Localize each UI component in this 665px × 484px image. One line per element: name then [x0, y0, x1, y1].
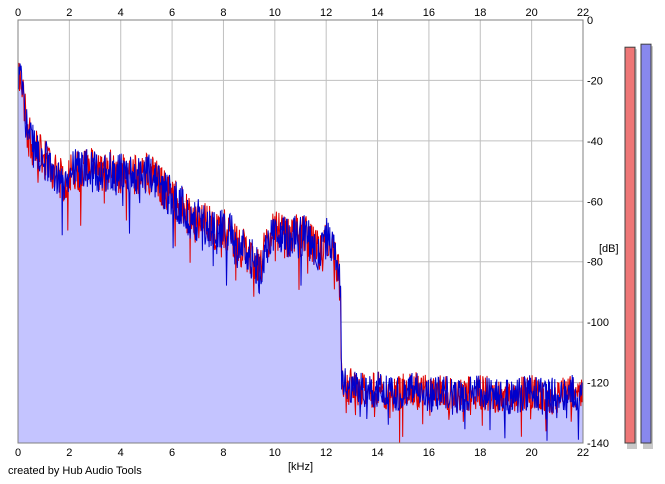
x-tick-label-bottom: 10: [269, 447, 281, 459]
level-meter-bar: [640, 43, 652, 444]
y-tick-label: -20: [587, 75, 603, 87]
x-tick-label-top: 12: [320, 7, 332, 19]
y-tick-label: -40: [587, 136, 603, 148]
x-tick-label-bottom: 14: [371, 447, 383, 459]
plot-frame: [17, 19, 584, 444]
credit-text: created by Hub Audio Tools: [8, 465, 142, 477]
spectrum-line-right: [17, 63, 584, 441]
x-tick-label-bottom: 16: [423, 447, 435, 459]
x-tick-label-bottom: 22: [577, 447, 589, 459]
y-tick-labels: 0 -20 -40 -60 -80 -100 -120 -140: [587, 15, 609, 450]
x-tick-label-bottom: 8: [220, 447, 226, 459]
x-tick-label-top: 10: [269, 7, 281, 19]
y-tick-label: -140: [587, 438, 609, 450]
x-tick-label-top: 18: [474, 7, 486, 19]
x-tick-label-bottom: 6: [169, 447, 175, 459]
x-tick-label-bottom: 12: [320, 447, 332, 459]
x-tick-label-bottom: 2: [66, 447, 72, 459]
x-tick-label-top: 4: [118, 7, 124, 19]
level-meters: [624, 43, 653, 450]
x-tick-label-top: 20: [526, 7, 538, 19]
x-axis-label: [kHz]: [288, 461, 313, 473]
y-tick-label: -60: [587, 196, 603, 208]
y-tick-label: 0: [587, 15, 593, 27]
x-tick-label-top: 0: [15, 7, 21, 19]
x-tick-label-top: 6: [169, 7, 175, 19]
y-tick-label: -100: [587, 317, 609, 329]
x-tick-label-bottom: 4: [118, 447, 124, 459]
x-tick-label-top: 2: [66, 7, 72, 19]
x-tick-label-bottom: 20: [526, 447, 538, 459]
x-tick-label-top: 22: [577, 7, 589, 19]
level-meter-bar: [624, 46, 636, 444]
y-tick-label: -120: [587, 378, 609, 390]
y-axis-label: [dB]: [599, 243, 619, 255]
x-tick-label-top: 8: [220, 7, 226, 19]
x-tick-label-top: 14: [371, 7, 383, 19]
x-tick-label-bottom: 0: [15, 447, 21, 459]
x-tick-label-bottom: 18: [474, 447, 486, 459]
y-tick-label: -80: [587, 257, 603, 269]
x-tick-label-top: 16: [423, 7, 435, 19]
